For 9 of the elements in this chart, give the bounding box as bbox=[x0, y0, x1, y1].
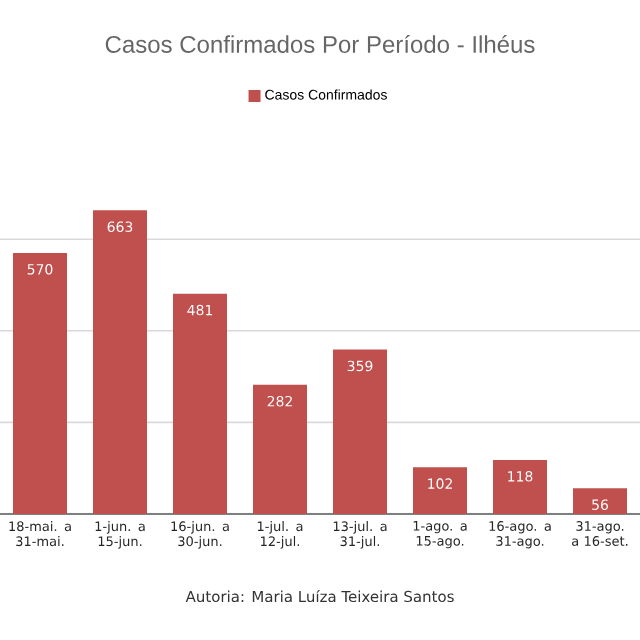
bar bbox=[413, 467, 468, 514]
bar bbox=[13, 252, 67, 514]
bar bbox=[493, 459, 547, 514]
chart-title: Casos Confirmados Por Período - Ilhéus bbox=[105, 35, 535, 53]
bar bbox=[333, 349, 388, 514]
bar bbox=[573, 488, 628, 514]
bar bbox=[173, 293, 227, 514]
bar bbox=[253, 384, 307, 514]
bar bbox=[93, 210, 147, 514]
